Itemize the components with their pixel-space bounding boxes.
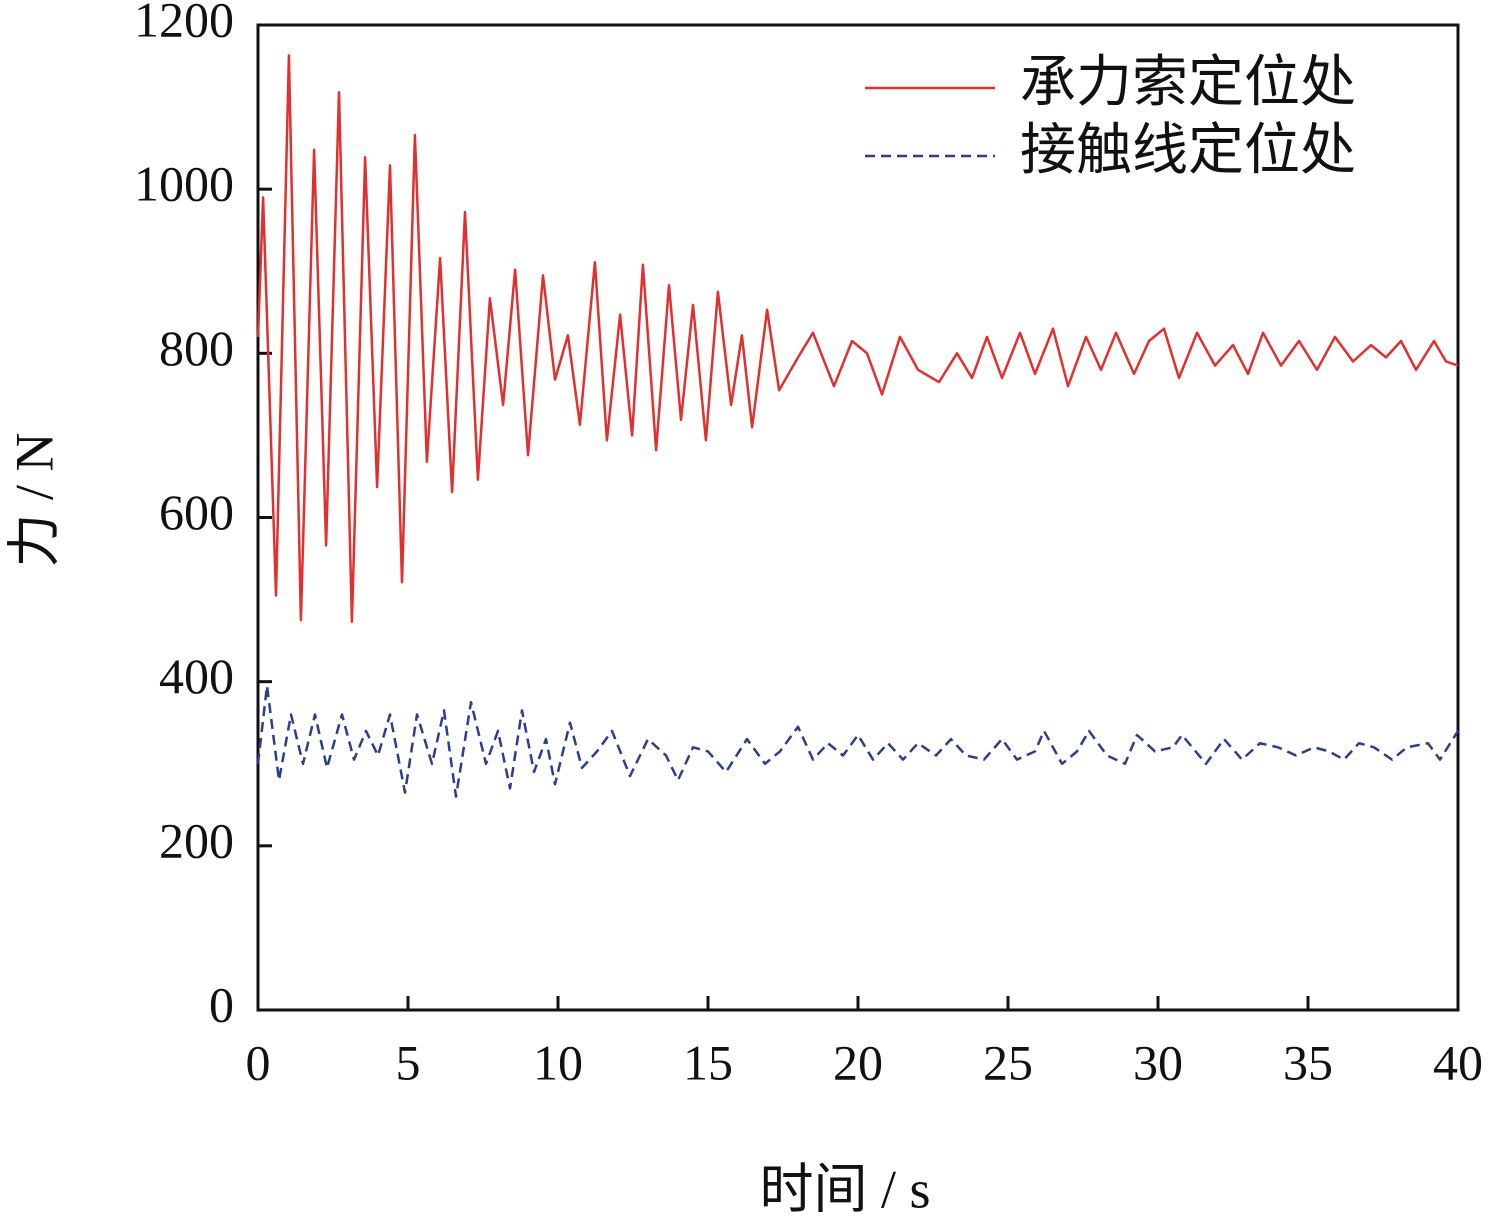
y-tick-label: 0 <box>209 976 234 1032</box>
y-tick-label: 200 <box>159 812 234 868</box>
x-tick-label: 20 <box>833 1034 883 1090</box>
x-tick-label: 40 <box>1433 1034 1483 1090</box>
x-tick-label: 15 <box>683 1034 733 1090</box>
series-line <box>256 684 1460 798</box>
legend-label: 承力索定位处 <box>1020 52 1356 114</box>
series-line <box>256 54 1459 623</box>
legend-label: 接触线定位处 <box>1020 120 1356 182</box>
x-tick-label: 0 <box>246 1034 271 1090</box>
x-tick-label: 25 <box>983 1034 1033 1090</box>
x-tick-label: 35 <box>1283 1034 1333 1090</box>
y-tick-label: 1000 <box>134 156 234 212</box>
y-tick-label: 600 <box>159 484 234 540</box>
x-tick-label: 10 <box>533 1034 583 1090</box>
x-tick-label: 5 <box>396 1034 421 1090</box>
y-tick-label: 400 <box>159 648 234 704</box>
x-axis-label: 时间 / s <box>759 1159 930 1219</box>
y-tick-label: 800 <box>159 320 234 376</box>
y-tick-label: 1200 <box>134 0 234 47</box>
y-axis-label: 力 / N <box>4 433 64 568</box>
x-tick-label: 30 <box>1133 1034 1183 1090</box>
